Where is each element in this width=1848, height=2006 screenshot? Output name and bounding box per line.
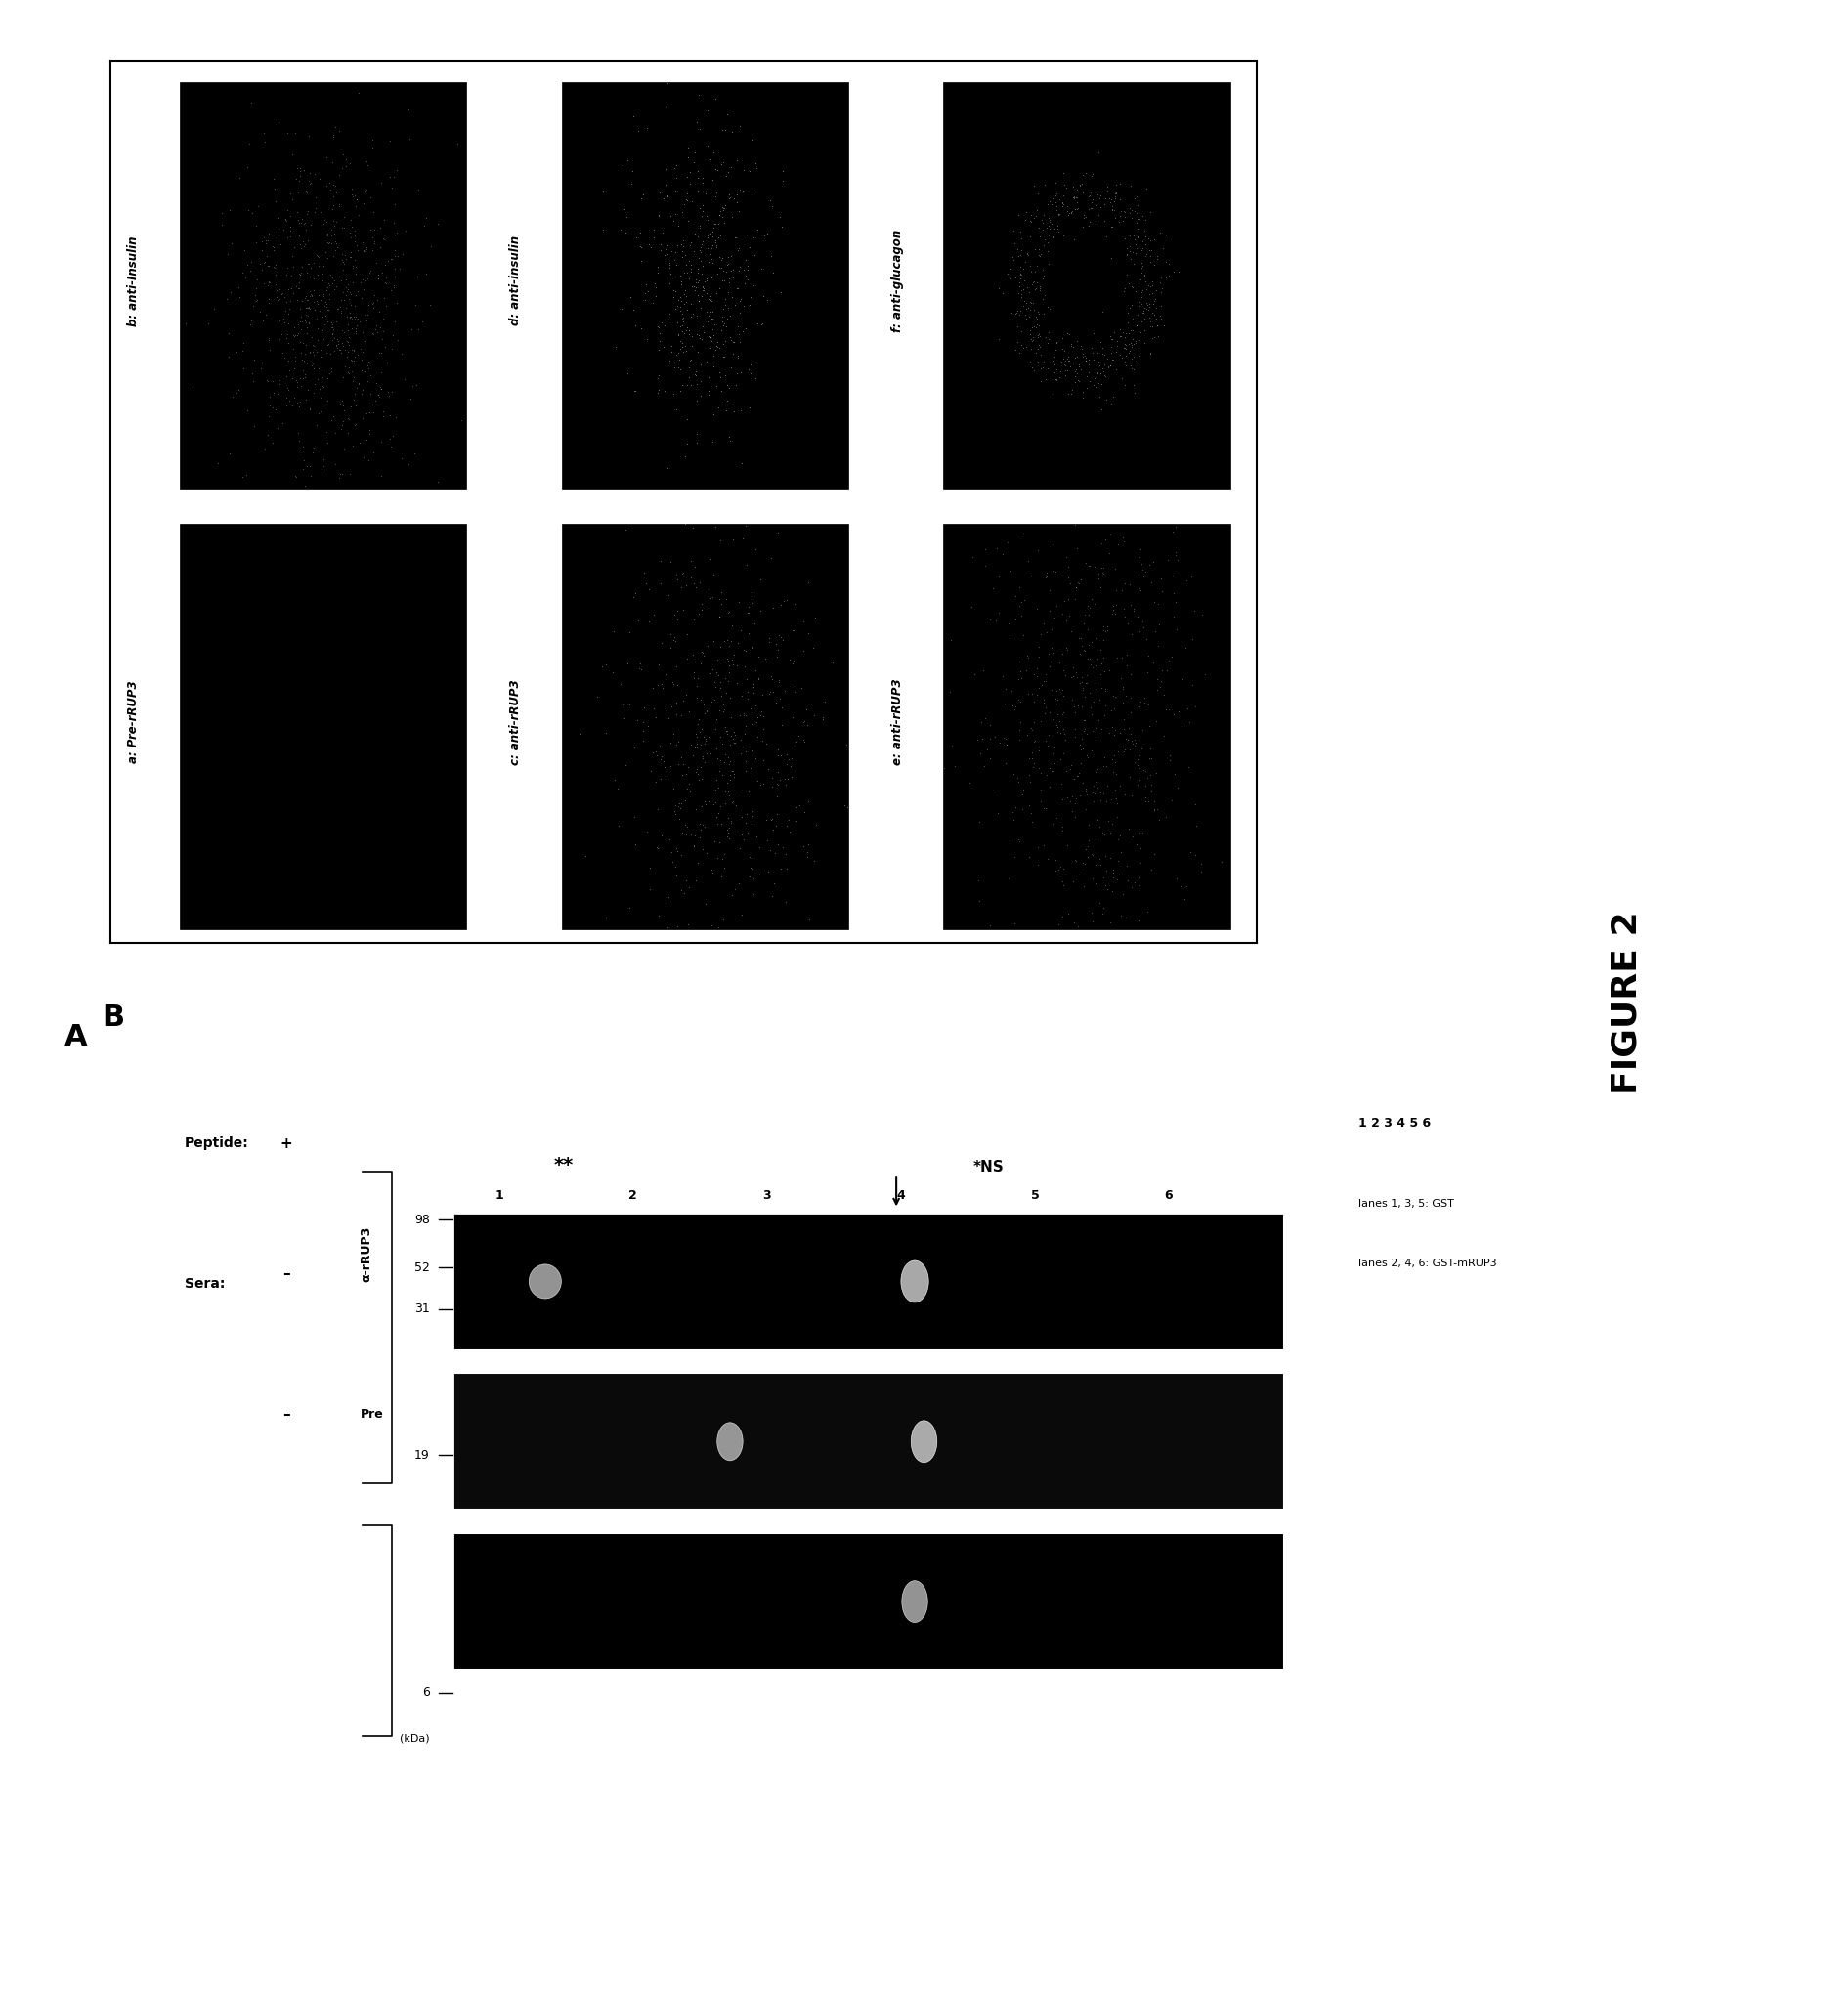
Text: –: – xyxy=(283,1266,290,1282)
Text: lanes 2, 4, 6: GST-mRUP3: lanes 2, 4, 6: GST-mRUP3 xyxy=(1358,1260,1497,1268)
Text: 2: 2 xyxy=(628,1190,638,1202)
Text: +: + xyxy=(281,1135,292,1151)
Ellipse shape xyxy=(911,1420,937,1462)
Text: FIGURE 2: FIGURE 2 xyxy=(1610,911,1643,1095)
Text: e: anti-rRUP3: e: anti-rRUP3 xyxy=(891,678,904,766)
Text: 1 2 3 4 5 6: 1 2 3 4 5 6 xyxy=(1358,1117,1430,1129)
Bar xyxy=(453,1372,1284,1511)
Ellipse shape xyxy=(529,1264,562,1298)
Ellipse shape xyxy=(902,1260,930,1302)
Text: 6: 6 xyxy=(1164,1190,1173,1202)
Text: Peptide:: Peptide: xyxy=(185,1137,249,1149)
Text: α-rRUP3: α-rRUP3 xyxy=(360,1226,373,1282)
Text: d: anti-insulin: d: anti-insulin xyxy=(510,237,523,325)
Bar xyxy=(944,82,1231,487)
Text: 52: 52 xyxy=(414,1262,429,1274)
Text: 4: 4 xyxy=(896,1190,906,1202)
Bar xyxy=(453,1214,1284,1671)
Text: 5: 5 xyxy=(1031,1190,1039,1202)
Text: –: – xyxy=(283,1406,290,1422)
Text: Sera:: Sera: xyxy=(185,1278,225,1290)
Text: 98: 98 xyxy=(414,1214,429,1226)
Text: A: A xyxy=(65,1023,87,1051)
Text: 31: 31 xyxy=(414,1302,429,1316)
Text: lanes 1, 3, 5: GST: lanes 1, 3, 5: GST xyxy=(1358,1200,1454,1208)
Text: Pre: Pre xyxy=(360,1408,384,1420)
Text: b: anti-Insulin: b: anti-Insulin xyxy=(128,235,140,327)
Text: **: ** xyxy=(554,1155,573,1176)
Bar xyxy=(453,1214,1284,1350)
Text: (kDa): (kDa) xyxy=(399,1733,429,1743)
Text: B: B xyxy=(102,1003,124,1031)
Bar xyxy=(179,82,466,487)
Bar xyxy=(562,82,848,487)
Text: a: Pre-rRUP3: a: Pre-rRUP3 xyxy=(128,680,140,764)
Text: *NS: *NS xyxy=(974,1159,1003,1176)
Text: f: anti-glucagon: f: anti-glucagon xyxy=(891,229,904,333)
Bar xyxy=(453,1533,1284,1671)
Text: 1: 1 xyxy=(495,1190,503,1202)
Bar xyxy=(944,524,1231,929)
Text: 3: 3 xyxy=(763,1190,771,1202)
Text: 6: 6 xyxy=(421,1687,429,1699)
Bar xyxy=(562,524,848,929)
Text: c: anti-rRUP3: c: anti-rRUP3 xyxy=(510,680,523,764)
Ellipse shape xyxy=(902,1581,928,1623)
Bar xyxy=(179,524,466,929)
Text: 19: 19 xyxy=(414,1448,429,1462)
Ellipse shape xyxy=(717,1422,743,1460)
